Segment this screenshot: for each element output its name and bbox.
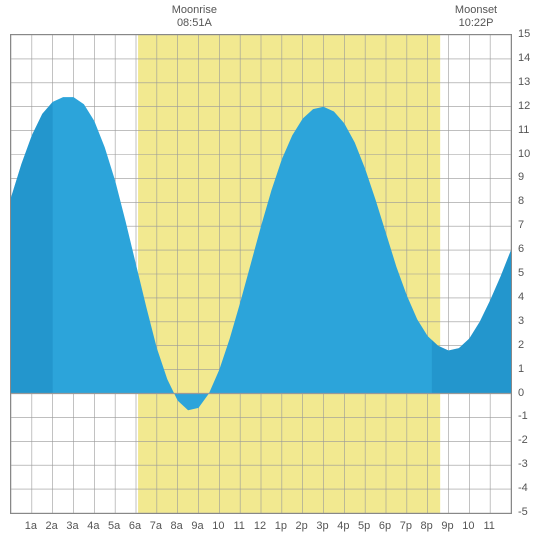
x-axis: 1a 2a 3a 4a 5a 6a 7a 8a 9a 10 11 12 1p 2p 3p 4p 5p 6p 7p 8p…: [10, 516, 510, 536]
x-tick-label: 11: [233, 520, 244, 532]
y-tick-label: -2: [518, 434, 528, 446]
x-tick-label: 2p: [296, 520, 308, 532]
y-axis: -5-4-3-2-10123456789101112131415: [512, 34, 540, 512]
y-tick-label: -4: [518, 482, 528, 494]
y-tick-label: 4: [518, 291, 524, 303]
y-tick-label: -5: [518, 506, 528, 518]
y-tick-label: 0: [518, 387, 524, 399]
x-tick-label: 11: [483, 520, 494, 532]
y-tick-label: 10: [518, 148, 530, 160]
x-tick-label: 5a: [108, 520, 120, 532]
x-tick-label: 1a: [25, 520, 37, 532]
y-tick-label: 13: [518, 76, 530, 88]
x-tick-label: 1p: [275, 520, 287, 532]
moon-event-title: Moonrise: [164, 4, 224, 17]
x-tick-label: 10: [462, 520, 474, 532]
x-tick-label: 6p: [379, 520, 391, 532]
x-tick-label: 3p: [316, 520, 328, 532]
x-tick-label: 7a: [150, 520, 162, 532]
moon-event-label: Moonset10:22P: [446, 4, 506, 30]
y-tick-label: 12: [518, 100, 530, 112]
y-tick-label: 14: [518, 52, 530, 64]
y-tick-label: 7: [518, 219, 524, 231]
y-tick-label: 5: [518, 267, 524, 279]
moon-event-label: Moonrise08:51A: [164, 4, 224, 30]
x-tick-label: 2a: [46, 520, 58, 532]
y-tick-label: 2: [518, 339, 524, 351]
x-tick-label: 4a: [87, 520, 99, 532]
moon-event-time: 08:51A: [164, 17, 224, 30]
x-tick-label: 12: [254, 520, 266, 532]
y-tick-label: 8: [518, 195, 524, 207]
x-tick-label: 8a: [171, 520, 183, 532]
x-tick-label: 10: [212, 520, 224, 532]
y-tick-label: 6: [518, 243, 524, 255]
x-tick-label: 4p: [337, 520, 349, 532]
y-tick-label: -3: [518, 458, 528, 470]
y-tick-label: 3: [518, 315, 524, 327]
x-tick-label: 5p: [358, 520, 370, 532]
x-tick-label: 8p: [421, 520, 433, 532]
y-tick-label: 9: [518, 171, 524, 183]
moon-event-title: Moonset: [446, 4, 506, 17]
moon-event-time: 10:22P: [446, 17, 506, 30]
y-tick-label: 1: [518, 363, 524, 375]
plot-area: [10, 34, 512, 514]
header-labels: Moonrise08:51A Moonset10:22P: [0, 4, 550, 34]
x-tick-label: 7p: [400, 520, 412, 532]
tide-chart: Moonrise08:51A Moonset10:22P -5 -4 -3 -2 -1 0 1…: [0, 0, 550, 550]
y-tick-label: 11: [518, 124, 529, 136]
y-tick-label: -1: [518, 410, 528, 422]
x-tick-label: 9p: [441, 520, 453, 532]
x-tick-label: 6a: [129, 520, 141, 532]
y-tick-label: 15: [518, 28, 530, 40]
x-tick-label: 9a: [191, 520, 203, 532]
x-tick-label: 3a: [66, 520, 78, 532]
plot-svg: [11, 35, 511, 513]
